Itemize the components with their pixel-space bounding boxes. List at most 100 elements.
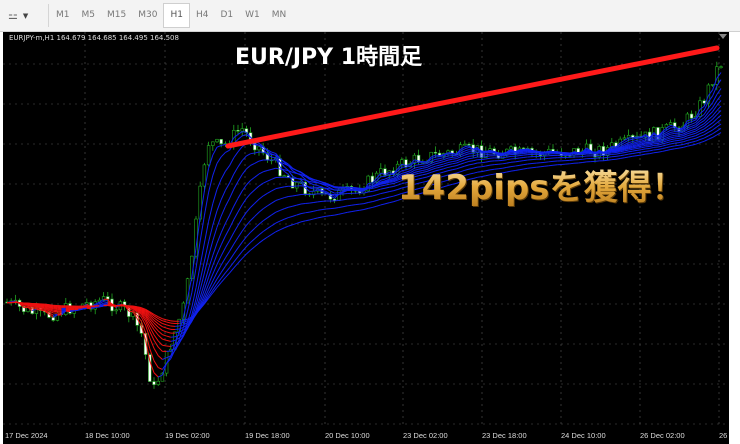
ribbon-ma-segment <box>338 206 344 209</box>
ribbon-ma-segment <box>682 125 688 130</box>
ribbon-ma-segment <box>649 143 654 146</box>
ribbon-ma-segment <box>683 142 688 145</box>
ribbon-ma-segment <box>447 161 453 164</box>
ribbon-ma-segment <box>464 146 470 150</box>
ribbon-ma-segment <box>624 149 629 152</box>
ribbon-ma-segment <box>502 166 507 169</box>
ribbon-ma-segment <box>414 178 419 181</box>
ribbon-ma-segment <box>410 179 415 183</box>
ribbon-ma-segment <box>393 170 398 175</box>
timeframe-w1[interactable]: W1 <box>245 10 260 20</box>
timeframe-m15[interactable]: M15 <box>107 10 127 20</box>
line-studies-button[interactable]: ⚍ ▼ <box>8 4 28 27</box>
gain-annotation: 142pipsを獲得！ <box>398 160 686 209</box>
ribbon-ma-segment <box>632 141 638 144</box>
ribbon-ma-segment <box>145 310 151 315</box>
ribbon-ma-segment <box>140 314 147 322</box>
ribbon-ma-segment <box>699 109 705 114</box>
ribbon-ma-segment <box>426 189 432 193</box>
ribbon-ma-segment <box>661 132 667 136</box>
ribbon-ma-segment <box>380 184 386 187</box>
ribbon-ma-segment <box>447 165 453 168</box>
ribbon-ma-segment <box>237 131 243 135</box>
ribbon-ma-segment <box>628 143 633 146</box>
ribbon-ma-segment <box>174 340 180 345</box>
ribbon-ma-segment <box>703 131 709 136</box>
ribbon-ma-segment <box>691 119 696 123</box>
ribbon-ma-segment <box>502 171 507 174</box>
ribbon-ma-segment <box>203 255 210 274</box>
candle-body <box>34 307 39 314</box>
ribbon-ma-segment <box>292 204 297 207</box>
ribbon-ma-segment <box>485 150 491 153</box>
ribbon-ma-segment <box>452 172 457 175</box>
ribbon-ma-segment <box>389 179 394 181</box>
ribbon-ma-segment <box>174 331 180 345</box>
ribbon-ma-segment <box>418 169 423 172</box>
ribbon-ma-segment <box>506 155 512 158</box>
ribbon-ma-segment <box>641 139 646 142</box>
ribbon-ma-segment <box>620 157 625 159</box>
ribbon-ma-segment <box>418 171 423 174</box>
ribbon-ma-segment <box>48 309 54 312</box>
timeframe-m30[interactable]: M30 <box>138 10 158 20</box>
timeframe-h1[interactable]: H1 <box>163 3 190 28</box>
ribbon-ma-segment <box>153 317 159 322</box>
ribbon-ma-segment <box>716 123 722 128</box>
ribbon-ma-segment <box>195 308 201 314</box>
ribbon-ma-segment <box>691 137 696 140</box>
ribbon-ma-segment <box>506 170 512 173</box>
ribbon-ma-segment <box>258 220 264 225</box>
ribbon-ma-segment <box>384 186 390 189</box>
timeframe-m5[interactable]: M5 <box>81 10 96 20</box>
ribbon-ma-segment <box>27 304 33 308</box>
ribbon-ma-segment <box>330 190 335 194</box>
ribbon-ma-segment <box>212 264 218 275</box>
ribbon-ma-segment <box>284 225 289 229</box>
x-axis-label: 23 Dec 02:00 <box>403 431 448 440</box>
ribbon-ma-segment <box>237 241 243 249</box>
ribbon-ma-segment <box>674 139 680 142</box>
price-chart[interactable]: EURJPY-m,H1 164.679 164.685 164.495 164.… <box>3 32 729 428</box>
ribbon-ma-segment <box>683 135 688 138</box>
ribbon-ma-segment <box>494 173 499 175</box>
ribbon-ma-segment <box>203 289 210 299</box>
candle-body <box>715 66 719 85</box>
ribbon-ma-segment <box>447 173 453 176</box>
ribbon-ma-segment <box>300 181 306 189</box>
ribbon-ma-segment <box>233 256 239 263</box>
ribbon-ma-segment <box>384 172 390 175</box>
ribbon-ma-segment <box>191 298 197 316</box>
ribbon-ma-segment <box>254 234 260 239</box>
ribbon-ma-segment <box>678 130 684 133</box>
ribbon-ma-segment <box>380 203 386 206</box>
ribbon-ma-segment <box>216 278 222 285</box>
ribbon-ma-segment <box>99 302 104 306</box>
ribbon-ma-segment <box>523 156 528 158</box>
ribbon-ma-segment <box>716 72 722 79</box>
timeframe-h4[interactable]: H4 <box>195 10 209 20</box>
ribbon-ma-segment <box>716 100 722 106</box>
ribbon-ma-segment <box>712 78 718 91</box>
ribbon-ma-segment <box>687 141 692 144</box>
ribbon-ma-segment <box>393 175 398 179</box>
ribbon-ma-segment <box>687 138 692 141</box>
ribbon-ma-segment <box>632 149 638 152</box>
ribbon-ma-segment <box>460 162 465 165</box>
ribbon-ma-segment <box>250 215 256 221</box>
timeframe-mn[interactable]: MN <box>271 10 287 20</box>
ribbon-ma-segment <box>279 168 285 171</box>
ribbon-ma-segment <box>305 179 310 182</box>
ribbon-ma-segment <box>389 180 394 182</box>
ribbon-ma-segment <box>624 145 629 148</box>
ribbon-ma-segment <box>368 190 373 193</box>
ribbon-ma-segment <box>405 165 411 168</box>
ribbon-ma-segment <box>195 301 201 313</box>
timeframe-m1[interactable]: M1 <box>56 10 70 20</box>
ribbon-ma-segment <box>317 180 323 183</box>
ribbon-ma-segment <box>435 172 440 175</box>
ribbon-ma-segment <box>157 374 163 378</box>
ribbon-ma-segment <box>443 162 449 165</box>
timeframe-d1[interactable]: D1 <box>220 10 234 20</box>
ribbon-ma-segment <box>250 238 256 243</box>
